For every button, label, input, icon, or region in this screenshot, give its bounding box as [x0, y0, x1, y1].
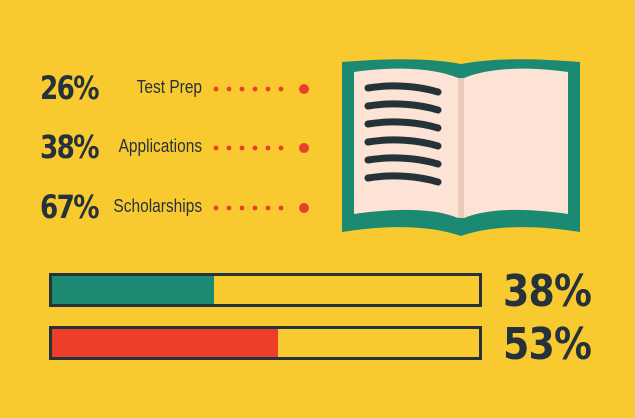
progress-fill-teal: [52, 276, 215, 304]
dotted-leader-icon: [213, 84, 309, 94]
stat-percent: 67%: [40, 188, 100, 226]
stat-label: Applications: [118, 136, 202, 156]
stat-row-test-prep: 26% Test Prep: [0, 66, 320, 110]
progress-bar-teal: [49, 273, 482, 307]
stat-percent: 26%: [40, 69, 100, 107]
stat-row-scholarships: 67% Scholarships: [0, 185, 320, 229]
progress-percent-label: 38%: [503, 266, 592, 317]
stat-label: Test Prep: [136, 77, 202, 97]
stat-row-applications: 38% Applications: [0, 125, 320, 169]
stat-label: Scholarships: [113, 196, 202, 216]
open-book-icon: [342, 59, 580, 236]
dotted-leader-icon: [213, 143, 309, 153]
dotted-leader-icon: [213, 203, 309, 213]
progress-bar-red: [49, 326, 482, 360]
progress-percent-label: 53%: [503, 319, 592, 370]
stat-percent: 38%: [40, 128, 100, 166]
progress-fill-red: [52, 329, 279, 357]
